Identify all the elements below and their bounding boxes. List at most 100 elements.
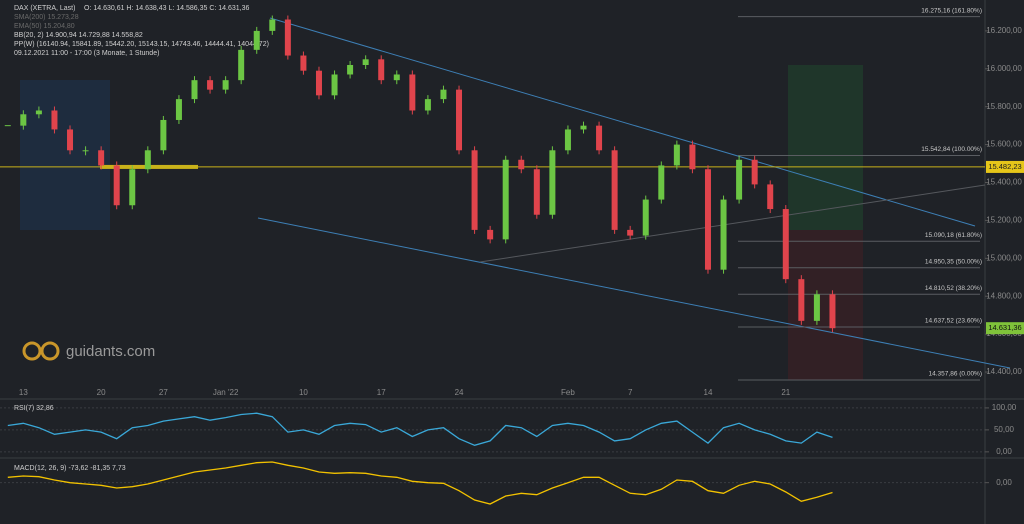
- candle: [720, 199, 727, 270]
- x-tick-label: 7: [628, 388, 633, 397]
- candle: [238, 49, 245, 81]
- candle: [207, 80, 214, 90]
- logo-ring: [40, 341, 60, 361]
- fib-label: 14.357,86 (0.00%): [929, 371, 982, 378]
- x-tick-label: 17: [377, 388, 386, 397]
- candle: [704, 169, 711, 270]
- candle: [564, 129, 571, 151]
- x-tick-label: 13: [19, 388, 28, 397]
- candle: [51, 110, 58, 130]
- candle: [393, 74, 400, 81]
- candle: [456, 89, 463, 151]
- candle: [300, 55, 307, 71]
- candle: [736, 159, 743, 200]
- candle: [144, 150, 151, 170]
- fib-label: 14.810,52 (38.20%): [925, 285, 982, 292]
- candle: [829, 294, 836, 329]
- candle: [611, 150, 618, 230]
- trend-line: [269, 17, 976, 227]
- candle: [191, 80, 198, 100]
- target-zone: [788, 65, 863, 230]
- y-tick-label: 15.000,00: [986, 253, 1022, 262]
- y-tick-label: 0,00: [996, 447, 1012, 456]
- candle: [331, 74, 338, 96]
- x-tick-label: 21: [781, 388, 790, 397]
- candle: [689, 144, 696, 170]
- x-tick-label: 10: [299, 388, 308, 397]
- y-tick-label: 15.600,00: [986, 140, 1022, 149]
- x-tick-label: 14: [704, 388, 713, 397]
- candle: [20, 114, 27, 126]
- trend-line: [257, 217, 1011, 369]
- candle: [502, 159, 509, 240]
- y-tick-label: 14.800,00: [986, 291, 1022, 300]
- candle: [4, 125, 11, 127]
- price-badge-label: 14.631,36: [988, 323, 1021, 332]
- indicator-line: [7, 461, 833, 505]
- candle: [580, 125, 587, 130]
- candle: [767, 184, 774, 210]
- y-tick-label: 16.000,00: [986, 64, 1022, 73]
- candle: [533, 169, 540, 215]
- candle: [487, 229, 494, 240]
- candle: [798, 279, 805, 321]
- logo-ring: [22, 341, 42, 361]
- fib-label: 14.950,35 (50.00%): [925, 258, 982, 265]
- candle: [471, 150, 478, 230]
- volume-profile: [20, 80, 110, 230]
- candle: [596, 125, 603, 151]
- y-tick-label: 16.200,00: [986, 26, 1022, 35]
- candle: [673, 144, 680, 166]
- fib-label: 16.275,16 (161.80%): [921, 7, 982, 14]
- y-tick-label: 0,00: [996, 478, 1012, 487]
- indicator-label: 09.12.2021 11:00 - 17:00 (3 Monate, 1 St…: [14, 50, 159, 57]
- y-tick-label: 15.800,00: [986, 102, 1022, 111]
- fib-label: 14.637,52 (23.60%): [925, 318, 982, 325]
- candle: [440, 89, 447, 100]
- x-tick-label: 20: [97, 388, 106, 397]
- price-badge: [986, 322, 1024, 335]
- y-tick-label: 15.200,00: [986, 216, 1022, 225]
- candle: [751, 159, 758, 185]
- y-tick-label: 15.400,00: [986, 178, 1022, 187]
- candle: [67, 129, 74, 151]
- logo-icon: [22, 341, 60, 361]
- price-badge-label: 15.482,23: [988, 162, 1021, 171]
- panel-title: RSI(7) 32,86: [14, 405, 54, 412]
- candle: [409, 74, 416, 111]
- y-tick-label: 100,00: [992, 403, 1017, 412]
- candle: [82, 150, 89, 152]
- x-tick-label: Jan '22: [213, 388, 239, 397]
- candle: [315, 70, 322, 96]
- candle: [813, 294, 820, 321]
- candle: [253, 30, 260, 50]
- candle: [347, 65, 354, 75]
- candle: [35, 110, 42, 115]
- sma-line: [479, 184, 986, 263]
- title: DAX (XETRA, Last): [14, 5, 75, 12]
- ohlc: O: 14.630,61 H: 14.638,43 L: 14.586,35 C…: [84, 5, 250, 12]
- candle: [658, 165, 665, 200]
- candle: [424, 99, 431, 111]
- candle: [627, 229, 634, 236]
- y-tick-label: 14.400,00: [986, 367, 1022, 376]
- candle: [518, 159, 525, 170]
- fib-label: 15.542,84 (100.00%): [921, 146, 982, 153]
- x-tick-label: 27: [159, 388, 168, 397]
- price-badge: [986, 160, 1024, 173]
- candle: [284, 19, 291, 56]
- indicator-label: SMA(200) 15.273,28: [14, 14, 79, 21]
- indicator-label: PP(W) (16140.94, 15841.89, 15442.20, 151…: [14, 41, 269, 48]
- y-tick-label: 50,00: [994, 425, 1015, 434]
- candle: [782, 209, 789, 280]
- candle: [549, 150, 556, 215]
- indicator-label: EMA(50) 15.204,80: [14, 23, 75, 30]
- candle: [113, 165, 120, 206]
- indicator-line: [7, 412, 833, 446]
- candle: [362, 59, 369, 66]
- candle: [160, 119, 167, 151]
- candle: [222, 80, 229, 90]
